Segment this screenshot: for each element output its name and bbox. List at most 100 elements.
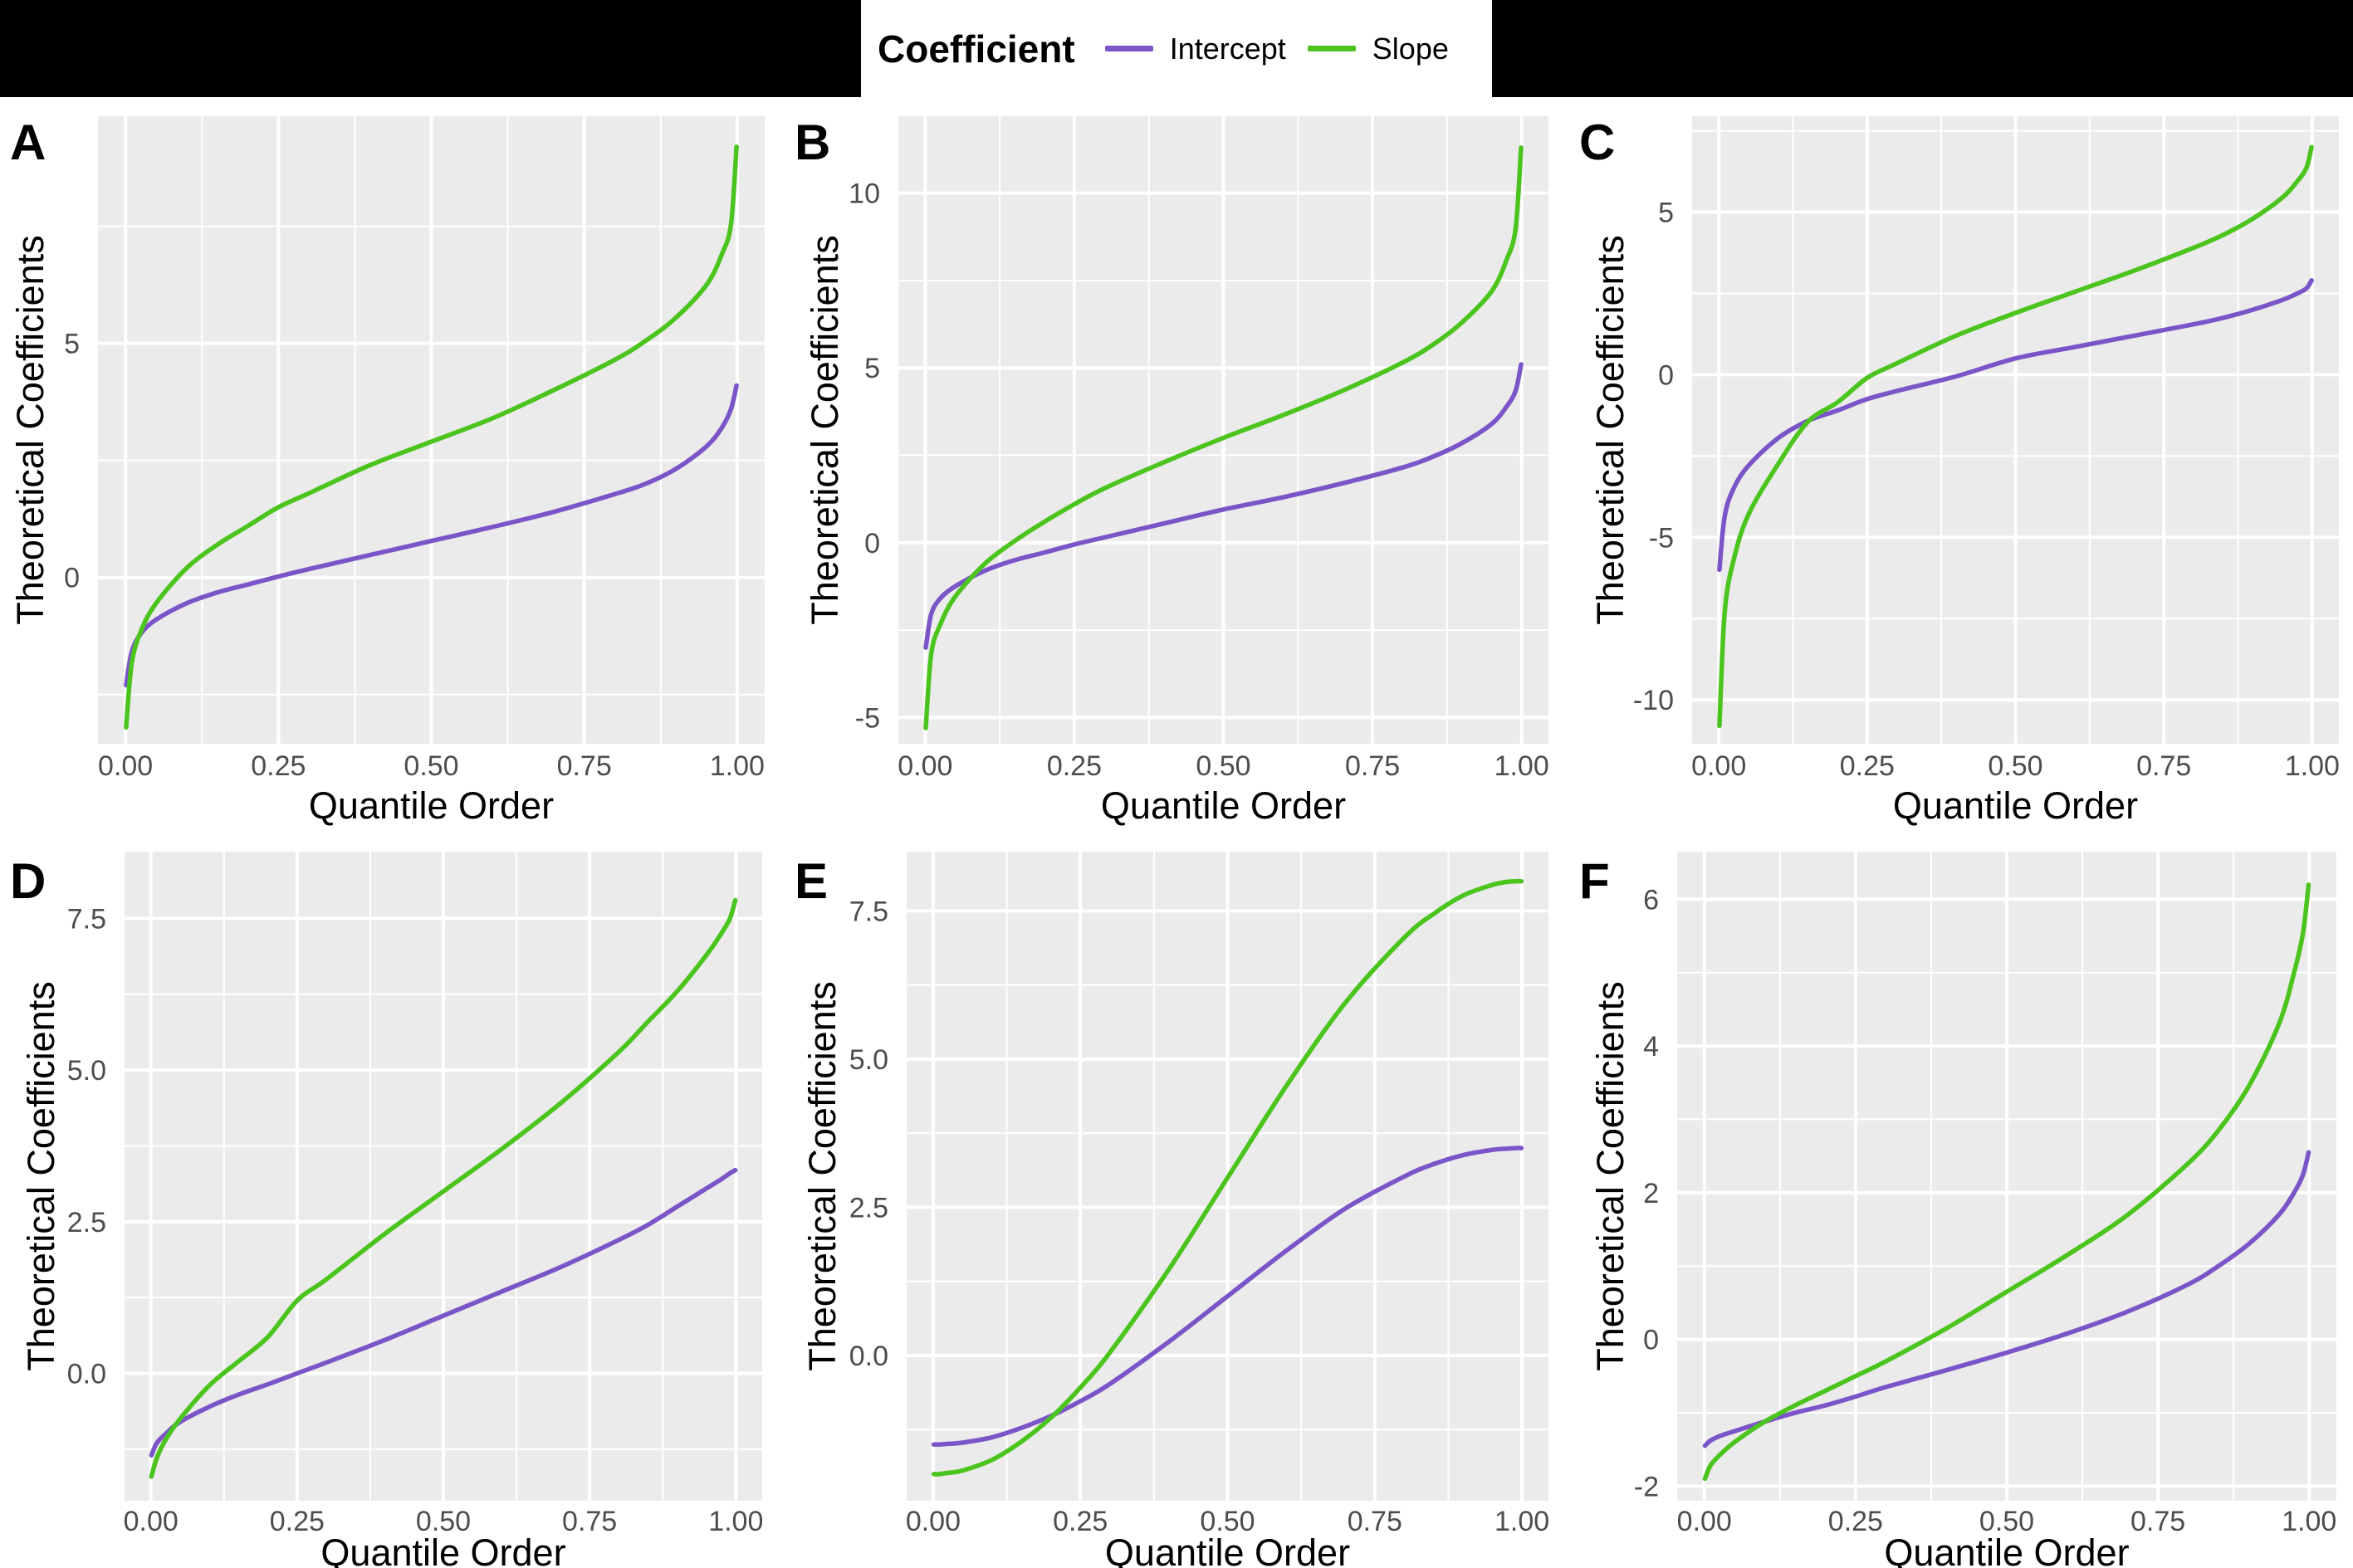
x-tick-label: 0.25 xyxy=(1840,750,1895,782)
legend: Coefficient Intercept Slope xyxy=(861,0,1492,97)
y-tick-label: 5.0 xyxy=(67,1055,106,1087)
y-tick-labels: 0.0 2.5 5.0 7.5 xyxy=(849,896,888,1372)
y-tick-labels: 0.0 2.5 5.0 7.5 xyxy=(67,903,106,1390)
x-tick-label: 0.00 xyxy=(906,1506,961,1537)
x-tick-label: 0.00 xyxy=(124,1506,179,1537)
y-tick-label: 0 xyxy=(1643,1325,1659,1356)
legend-label-slope: Slope xyxy=(1372,31,1449,66)
panel-a: 0 5 0.00 0.25 0.50 0.75 1.00 Quantile Order Theo… xyxy=(0,100,785,847)
y-axis-title: Theoretical Coefficients xyxy=(9,235,51,624)
x-tick-label: 0.50 xyxy=(404,750,458,782)
y-tick-labels: -10 -5 0 5 xyxy=(1633,198,1674,717)
y-tick-label: 6 xyxy=(1643,884,1659,916)
slope-curve xyxy=(1717,144,2314,729)
y-tick-label: 0 xyxy=(864,528,880,559)
y-tick-label: -5 xyxy=(855,702,880,734)
x-axis-title: Quantile Order xyxy=(1105,1531,1350,1568)
x-tick-label: 0.75 xyxy=(557,750,612,782)
panel-e: 0.0 2.5 5.0 7.5 0.00 0.25 0.50 0.75 1.00 Quantile… xyxy=(785,847,1569,1568)
legend-item-intercept: Intercept xyxy=(1104,32,1286,66)
y-axis-title: Theoretical Coefficients xyxy=(20,981,62,1370)
x-tick-label: 0.50 xyxy=(1196,750,1250,782)
x-tick-labels: 0.00 0.25 0.50 0.75 1.00 xyxy=(124,1506,764,1537)
intercept-line-key-icon xyxy=(1104,46,1153,51)
y-tick-label: 5.0 xyxy=(849,1044,888,1076)
slope-curve xyxy=(1702,882,2311,1482)
x-tick-label: 0.75 xyxy=(562,1506,617,1537)
y-axis-title: Theoretical Coefficients xyxy=(804,235,846,624)
slope-curve xyxy=(149,897,738,1479)
y-tick-label: -5 xyxy=(1649,522,1674,554)
x-tick-label: 0.00 xyxy=(1691,750,1746,782)
y-tick-label: 2 xyxy=(1643,1178,1659,1209)
x-tick-label: 0.50 xyxy=(416,1506,471,1537)
panel-letter: C xyxy=(1579,115,1615,170)
y-tick-label: 2.5 xyxy=(849,1192,888,1224)
y-tick-label: 5 xyxy=(1658,198,1674,229)
x-tick-labels: 0.00 0.25 0.50 0.75 1.00 xyxy=(1677,1506,2337,1537)
x-tick-label: 1.00 xyxy=(2285,750,2340,782)
major-gridlines xyxy=(1692,116,2339,744)
x-tick-label: 0.75 xyxy=(2130,1506,2185,1537)
x-tick-label: 1.00 xyxy=(710,750,765,782)
x-tick-label: 0.50 xyxy=(1200,1506,1255,1537)
slope-curve xyxy=(931,878,1524,1477)
y-tick-labels: 05 xyxy=(64,329,80,594)
intercept-curve xyxy=(923,362,1524,650)
top-bar: Coefficient Intercept Slope xyxy=(0,0,2353,97)
major-gridlines xyxy=(98,116,765,744)
x-axis-title: Quantile Order xyxy=(1101,784,1346,827)
panel-letter: A xyxy=(10,115,46,170)
y-tick-label: 7.5 xyxy=(67,903,106,935)
x-tick-labels: 0.00 0.25 0.50 0.75 1.00 xyxy=(1691,750,2340,782)
panel-e-chart: 0.0 2.5 5.0 7.5 0.00 0.25 0.50 0.75 1.00 Quantile… xyxy=(795,852,1549,1568)
intercept-curve xyxy=(1717,278,2314,573)
panel-d: 0.0 2.5 5.0 7.5 0.00 0.25 0.50 0.75 1.00 Quantile… xyxy=(0,847,785,1568)
y-tick-label: -2 xyxy=(1634,1471,1659,1502)
x-tick-label: 0.75 xyxy=(1348,1506,1402,1537)
y-tick-labels: -2 0 2 4 6 xyxy=(1634,884,1659,1502)
y-tick-label: 0 xyxy=(1658,359,1674,391)
x-tick-label: 0.00 xyxy=(1677,1506,1732,1537)
x-tick-label: 0.00 xyxy=(898,750,952,782)
major-gridlines xyxy=(1677,852,2336,1501)
panel-b-chart: -5 0 5 10 0.00 0.25 0.50 0.75 1.00 Quantile Order… xyxy=(795,115,1549,827)
x-tick-labels: 0.00 0.25 0.50 0.75 1.00 xyxy=(98,750,765,782)
x-axis-title: Quantile Order xyxy=(320,1531,565,1568)
panel-f-chart: -2 0 2 4 6 0.00 0.25 0.50 0.75 1.00 Quantile Order… xyxy=(1579,852,2337,1568)
panel-letter: D xyxy=(10,853,46,909)
panel-letter: E xyxy=(795,853,828,909)
intercept-curve xyxy=(149,1167,738,1458)
panel-d-chart: 0.0 2.5 5.0 7.5 0.00 0.25 0.50 0.75 1.00 Quantile… xyxy=(10,852,764,1568)
panel-c-chart: -10 -5 0 5 0.00 0.25 0.50 0.75 1.00 Quantile Orde… xyxy=(1579,115,2340,827)
major-gridlines xyxy=(898,116,1548,744)
x-tick-label: 0.50 xyxy=(1988,750,2042,782)
y-tick-label: 5 xyxy=(864,353,880,384)
x-tick-label: 0.25 xyxy=(1047,750,1102,782)
x-tick-label: 0.00 xyxy=(98,750,153,782)
y-tick-label: 0.0 xyxy=(67,1359,106,1390)
y-tick-label: 0.0 xyxy=(849,1341,888,1372)
intercept-curve xyxy=(1702,1150,2311,1448)
intercept-curve xyxy=(931,1145,1524,1447)
y-axis-title: Theoretical Coefficients xyxy=(1589,235,1631,624)
slope-curve xyxy=(124,144,739,730)
y-tick-labels: -5 0 5 10 xyxy=(849,178,880,735)
y-tick-label: 5 xyxy=(64,329,80,360)
y-tick-label: 2.5 xyxy=(67,1207,106,1238)
legend-item-slope: Slope xyxy=(1307,31,1449,66)
x-axis-title: Quantile Order xyxy=(1893,784,2138,827)
y-axis-title: Theoretical Coefficients xyxy=(801,981,844,1370)
x-tick-label: 0.25 xyxy=(270,1506,325,1537)
x-axis-title: Quantile Order xyxy=(309,784,554,827)
y-axis-title: Theoretical Coefficients xyxy=(1589,981,1631,1370)
panel-letter: B xyxy=(795,115,830,170)
y-tick-label: 0 xyxy=(64,563,80,594)
panel-letter: F xyxy=(1579,853,1610,909)
panel-f: -2 0 2 4 6 0.00 0.25 0.50 0.75 1.00 Quantile Order… xyxy=(1569,847,2353,1568)
x-tick-label: 0.75 xyxy=(2136,750,2191,782)
x-tick-label: 1.00 xyxy=(708,1506,763,1537)
x-tick-label: 0.75 xyxy=(1345,750,1400,782)
